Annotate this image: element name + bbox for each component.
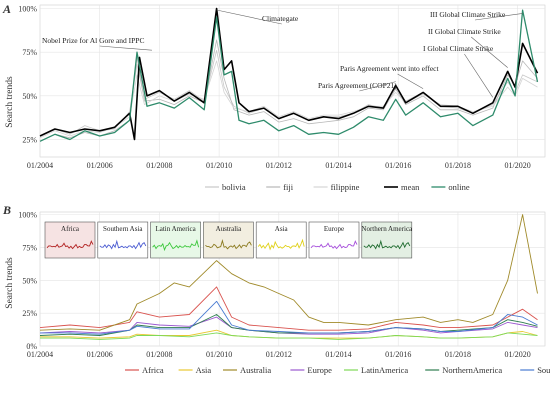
annotation-label: Climategate — [262, 14, 299, 23]
legend-label-fiji: fiji — [283, 182, 294, 192]
inset-frame — [203, 221, 254, 259]
chart-a-grid — [39, 5, 545, 157]
chart-b-insets: Africa Southern Asia Latin America Australi… — [44, 221, 413, 259]
legend-label-bolivia: bolivia — [222, 182, 246, 192]
chart-b-x-ticks: 01/2004 01/2006 01/2008 01/2010 01/2012 01/20… — [27, 350, 531, 359]
inset-label: Asia — [275, 225, 289, 233]
legend-label-europe: Europe — [307, 365, 332, 375]
x-tick-label: 01/2018 — [445, 350, 471, 359]
y-tick-label: 75% — [22, 243, 37, 252]
x-tick-label: 01/2020 — [505, 350, 531, 359]
x-tick-label: 01/2012 — [266, 161, 292, 170]
inset-frame — [97, 221, 149, 259]
chart-b-y-ticks: 0% 25% 50% 75% 100% — [18, 211, 37, 351]
series-line-mean — [39, 7, 539, 141]
inset-line — [363, 239, 411, 250]
chart-b-legend: Africa Asia Australia Europe LatinAmerica Nor… — [125, 365, 550, 375]
annotation-label: Paris Agreement (COP21) — [318, 81, 397, 90]
legend-label-online: online — [448, 182, 469, 192]
annotation-leader — [397, 73, 424, 89]
x-tick-label: 01/2004 — [27, 350, 53, 359]
inset-label: Africa — [61, 225, 80, 233]
inset-line — [46, 240, 94, 250]
x-tick-label: 01/2018 — [445, 161, 471, 170]
x-tick-label: 01/2014 — [325, 350, 351, 359]
series-line-europe — [39, 316, 538, 335]
series-line-australia — [39, 214, 538, 331]
inset-frame — [44, 221, 96, 259]
y-tick-label: 0% — [26, 342, 37, 351]
chart-a-plot-area — [39, 4, 546, 158]
inset-label: Australia — [216, 225, 243, 233]
x-tick-label: 01/2010 — [206, 161, 232, 170]
inset-line — [99, 239, 147, 250]
x-tick-label: 01/2010 — [206, 350, 232, 359]
x-tick-label: 01/2012 — [266, 350, 292, 359]
inset-line — [205, 239, 252, 250]
x-tick-label: 01/2006 — [87, 161, 113, 170]
x-tick-label: 01/2014 — [325, 161, 351, 170]
inset-line — [152, 239, 200, 252]
annotation-label: Nobel Prize for Al Gore and IPPC — [42, 36, 144, 45]
series-line-africa — [39, 286, 538, 331]
chart-b-ylabel: Search trends — [5, 257, 15, 309]
inset-label: Northern America — [361, 225, 413, 233]
chart-a-ylabel: Search trends — [5, 76, 15, 128]
x-tick-label: 01/2004 — [27, 161, 53, 170]
annotation-leader — [99, 45, 152, 51]
inset-line — [257, 238, 305, 251]
legend-label-northernamerica: NorthernAmerica — [442, 365, 502, 375]
panel-label-a: A — [2, 2, 11, 16]
annotation-leader — [471, 36, 508, 68]
series-line-northernamerica — [39, 314, 538, 336]
y-tick-label: 25% — [22, 309, 37, 318]
x-tick-label: 01/2008 — [146, 161, 172, 170]
inset-label: Latin America — [155, 225, 196, 233]
legend-label-latinamerica: LatinAmerica — [361, 365, 408, 375]
chart-a-annotations: Nobel Prize for Al Gore and IPPC Climateg… — [42, 9, 523, 98]
series-line-latinamerica — [40, 332, 538, 340]
chart-a-legend: bolivia fiji filippine mean online — [205, 182, 470, 192]
annotation-leader — [474, 13, 523, 21]
annotation-label: II Global Climate Strike — [428, 27, 501, 36]
series-line-southernasia — [40, 300, 538, 335]
chart-a-series — [39, 7, 539, 142]
chart-b-series — [39, 214, 538, 340]
y-tick-label: 25% — [22, 136, 37, 145]
legend-label-australia: Australia — [240, 365, 271, 375]
annotation-label: Paris Agreement went into effect — [340, 64, 439, 73]
series-line-online — [39, 9, 539, 142]
x-tick-label: 01/2016 — [385, 350, 411, 359]
x-tick-label: 01/2008 — [146, 350, 172, 359]
annotation-leader — [216, 9, 282, 25]
panel-label-b: B — [2, 203, 11, 217]
annotation-leader — [359, 81, 396, 92]
inset-frame — [361, 221, 413, 259]
x-tick-label: 01/2006 — [87, 350, 113, 359]
inset-frame — [150, 221, 201, 259]
inset-frame — [308, 221, 360, 259]
chart-a-x-ticks: 01/2004 01/2006 01/2008 01/2010 01/2012 01/20… — [27, 161, 531, 170]
y-tick-label: 50% — [22, 92, 37, 101]
annotation-label: I Global Climate Strike — [423, 44, 494, 53]
legend-label-filippine: filippine — [331, 182, 360, 192]
x-tick-label: 01/2020 — [505, 161, 531, 170]
y-tick-label: 50% — [22, 276, 37, 285]
annotation-label: III Global Climate Strike — [430, 10, 506, 19]
annotation-leader — [464, 53, 494, 98]
x-tick-label: 01/2016 — [385, 161, 411, 170]
y-tick-label: 100% — [18, 4, 37, 13]
inset-label: Europe — [324, 225, 344, 233]
legend-label-mean: mean — [401, 182, 420, 192]
inset-frame — [255, 221, 307, 259]
y-tick-label: 100% — [18, 211, 37, 220]
legend-label-asia: Asia — [196, 365, 212, 375]
chart-a-y-ticks: 25% 50% 75% 100% — [18, 4, 37, 144]
inset-label: Southern Asia — [103, 225, 143, 233]
legend-label-africa: Africa — [142, 365, 164, 375]
inset-line — [310, 240, 358, 250]
y-tick-label: 75% — [22, 48, 37, 57]
